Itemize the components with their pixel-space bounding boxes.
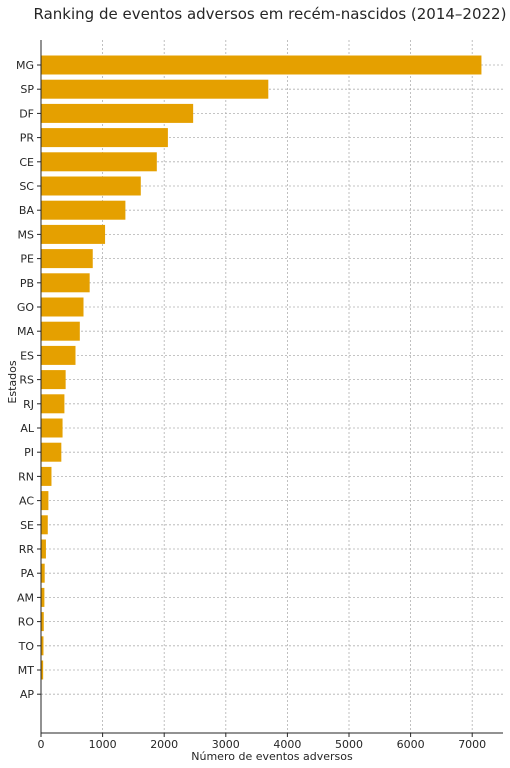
bar-es — [41, 345, 76, 365]
x-tick-label: 6000 — [397, 738, 425, 751]
bar-rr — [41, 539, 46, 559]
bar-ac — [41, 491, 49, 511]
x-tick-label: 4000 — [273, 738, 301, 751]
y-tick-label: RS — [19, 374, 34, 387]
y-tick-label: AM — [17, 591, 34, 604]
y-tick-label: SP — [20, 83, 34, 96]
y-tick-label: RR — [19, 543, 35, 556]
y-tick-label: ES — [20, 349, 34, 362]
grid-lines — [40, 40, 503, 733]
x-tick-label: 5000 — [335, 738, 363, 751]
bar-pr — [41, 128, 168, 148]
y-ticks: MG SP DF PR CE SC BA MS PE PB GO MA ES RS RJ AL PI RN AC SE… — [16, 59, 41, 701]
bar-pa — [41, 563, 45, 583]
y-tick-label: TO — [18, 640, 35, 653]
bar-pb — [41, 273, 90, 293]
bar-mg — [41, 55, 482, 75]
x-tick-label: 0 — [38, 738, 45, 751]
y-tick-label: GO — [17, 301, 35, 314]
bar-ma — [41, 321, 80, 341]
bar-go — [41, 297, 84, 317]
y-tick-label: SE — [20, 519, 34, 532]
y-tick-label: MG — [16, 59, 34, 72]
y-tick-label: RJ — [23, 398, 34, 411]
bar-mt — [41, 660, 44, 680]
y-tick-label: AC — [19, 495, 34, 508]
bar-rj — [41, 394, 65, 414]
bar-rn — [41, 466, 52, 486]
y-tick-label: PI — [24, 446, 34, 459]
bar-rs — [41, 370, 66, 390]
bar-ms — [41, 224, 106, 244]
y-tick-label: PB — [20, 277, 34, 290]
x-tick-label: 7000 — [458, 738, 486, 751]
bar-pi — [41, 442, 62, 462]
y-tick-label: DF — [19, 107, 34, 120]
chart-title: Ranking de eventos adversos em recém-nas… — [34, 5, 507, 23]
bar-pe — [41, 249, 93, 269]
x-tick-label: 2000 — [150, 738, 178, 751]
y-tick-label: RN — [18, 470, 34, 483]
y-tick-label: MT — [18, 664, 34, 677]
bar-ce — [41, 152, 157, 172]
y-tick-label: PR — [20, 132, 35, 145]
bar-se — [41, 515, 48, 535]
bar-ba — [41, 200, 126, 220]
y-tick-label: BA — [19, 204, 35, 217]
bars — [41, 55, 482, 704]
y-tick-label: RO — [18, 616, 35, 629]
y-tick-label: CE — [19, 156, 34, 169]
x-tick-label: 1000 — [89, 738, 117, 751]
y-tick-label: SC — [19, 180, 34, 193]
x-ticks: 0 1000 2000 3000 4000 5000 6000 7000 — [38, 733, 486, 751]
y-tick-label: PA — [21, 567, 35, 580]
bar-sp — [41, 79, 269, 99]
y-tick-label: AP — [20, 688, 35, 701]
bar-df — [41, 103, 194, 123]
y-axis-label: Estados — [6, 360, 19, 403]
y-tick-label: PE — [20, 253, 34, 266]
y-tick-label: MA — [17, 325, 34, 338]
y-tick-label: AL — [20, 422, 35, 435]
bar-to — [41, 636, 44, 656]
y-tick-label: MS — [18, 228, 34, 241]
bar-ro — [41, 612, 44, 632]
bar-sc — [41, 176, 141, 196]
bar-am — [41, 587, 45, 607]
x-axis-label: Número de eventos adversos — [191, 750, 353, 763]
bar-al — [41, 418, 63, 438]
x-tick-label: 3000 — [212, 738, 240, 751]
